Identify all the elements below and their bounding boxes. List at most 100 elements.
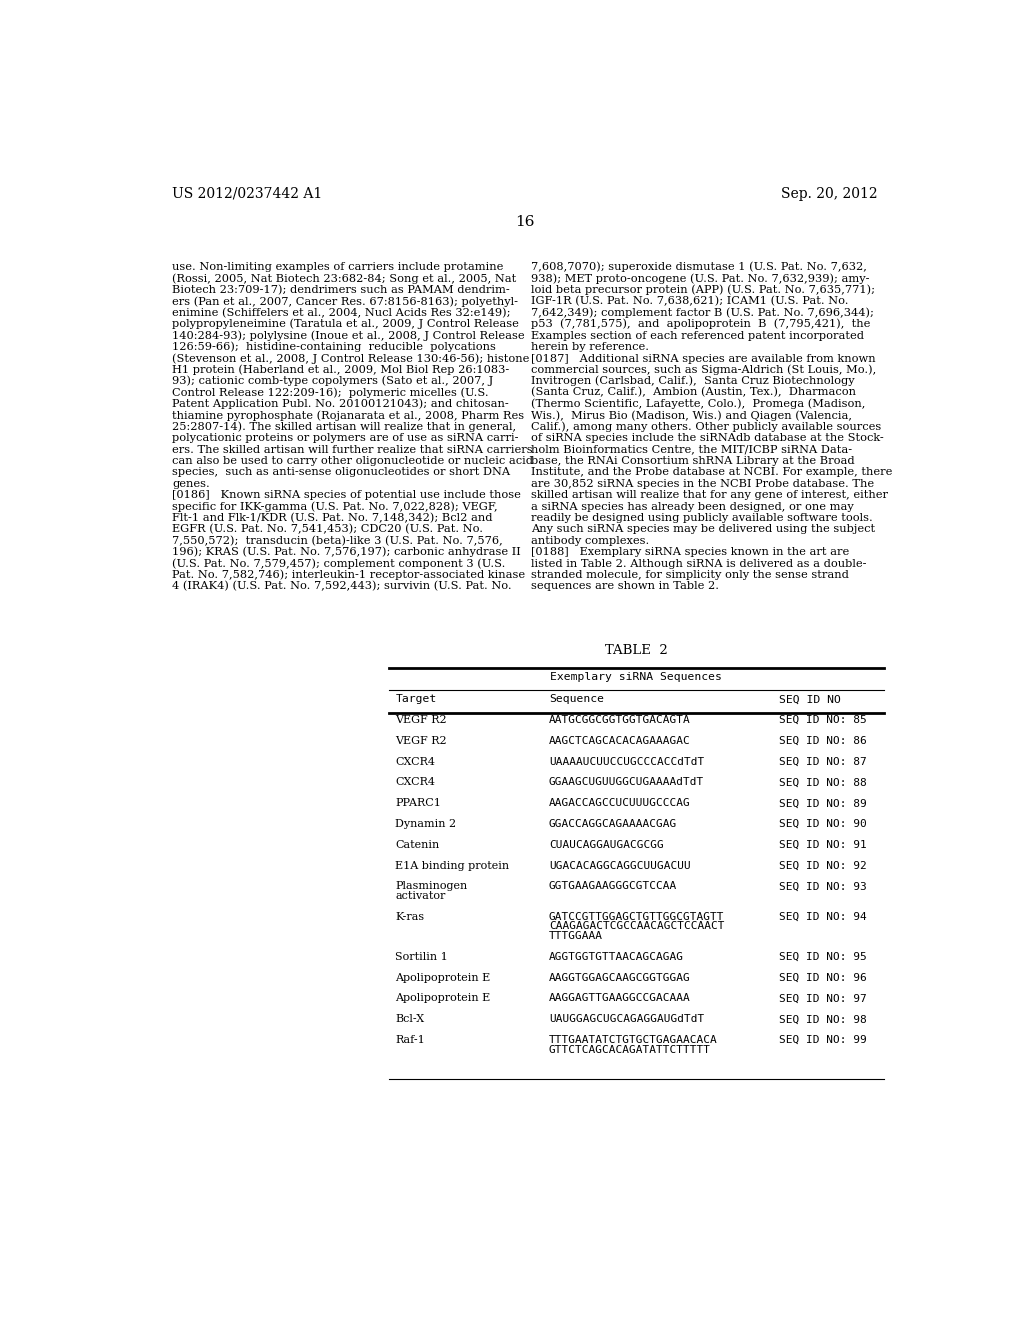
Text: readily be designed using publicly available software tools.: readily be designed using publicly avail… xyxy=(531,513,872,523)
Text: US 2012/0237442 A1: US 2012/0237442 A1 xyxy=(172,186,323,201)
Text: 16: 16 xyxy=(515,215,535,230)
Text: AAGGTGGAGCAAGCGGTGGAG: AAGGTGGAGCAAGCGGTGGAG xyxy=(549,973,690,982)
Text: specific for IKK-gamma (U.S. Pat. No. 7,022,828); VEGF,: specific for IKK-gamma (U.S. Pat. No. 7,… xyxy=(172,502,498,512)
Text: VEGF R2: VEGF R2 xyxy=(395,715,447,725)
Text: Control Release 122:209-16);  polymeric micelles (U.S.: Control Release 122:209-16); polymeric m… xyxy=(172,387,488,397)
Text: GGACCAGGCAGAAAACGAG: GGACCAGGCAGAAAACGAG xyxy=(549,820,677,829)
Text: SEQ ID NO: 92: SEQ ID NO: 92 xyxy=(779,861,866,871)
Text: Pat. No. 7,582,746); interleukin-1 receptor-associated kinase: Pat. No. 7,582,746); interleukin-1 recep… xyxy=(172,569,525,579)
Text: (Thermo Scientific, Lafayette, Colo.),  Promega (Madison,: (Thermo Scientific, Lafayette, Colo.), P… xyxy=(531,399,865,409)
Text: [0188]   Exemplary siRNA species known in the art are: [0188] Exemplary siRNA species known in … xyxy=(531,548,849,557)
Text: [0187]   Additional siRNA species are available from known: [0187] Additional siRNA species are avai… xyxy=(531,354,876,363)
Text: 938); MET proto-oncogene (U.S. Pat. No. 7,632,939); amy-: 938); MET proto-oncogene (U.S. Pat. No. … xyxy=(531,273,869,284)
Text: IGF-1R (U.S. Pat. No. 7,638,621); ICAM1 (U.S. Pat. No.: IGF-1R (U.S. Pat. No. 7,638,621); ICAM1 … xyxy=(531,296,849,306)
Text: 93); cationic comb-type copolymers (Sato et al., 2007, J: 93); cationic comb-type copolymers (Sato… xyxy=(172,376,494,387)
Text: UAUGGAGCUGCAGAGGAUGdTdT: UAUGGAGCUGCAGAGGAUGdTdT xyxy=(549,1014,705,1024)
Text: holm Bioinformatics Centre, the MIT/ICBP siRNA Data-: holm Bioinformatics Centre, the MIT/ICBP… xyxy=(531,445,852,454)
Text: CXCR4: CXCR4 xyxy=(395,756,435,767)
Text: TABLE  2: TABLE 2 xyxy=(605,644,668,657)
Text: SEQ ID NO: 91: SEQ ID NO: 91 xyxy=(779,840,866,850)
Text: EGFR (U.S. Pat. No. 7,541,453); CDC20 (U.S. Pat. No.: EGFR (U.S. Pat. No. 7,541,453); CDC20 (U… xyxy=(172,524,483,535)
Text: loid beta precursor protein (APP) (U.S. Pat. No. 7,635,771);: loid beta precursor protein (APP) (U.S. … xyxy=(531,285,874,296)
Text: Sequence: Sequence xyxy=(549,694,604,705)
Text: ers. The skilled artisan will further realize that siRNA carriers: ers. The skilled artisan will further re… xyxy=(172,445,532,454)
Text: Catenin: Catenin xyxy=(395,840,439,850)
Text: 126:59-66);  histidine-containing  reducible  polycations: 126:59-66); histidine-containing reducib… xyxy=(172,342,496,352)
Text: sequences are shown in Table 2.: sequences are shown in Table 2. xyxy=(531,581,719,591)
Text: TTTGGAAA: TTTGGAAA xyxy=(549,931,603,941)
Text: Raf-1: Raf-1 xyxy=(395,1035,425,1045)
Text: (Stevenson et al., 2008, J Control Release 130:46-56); histone: (Stevenson et al., 2008, J Control Relea… xyxy=(172,352,529,363)
Text: SEQ ID NO: SEQ ID NO xyxy=(779,694,841,705)
Text: stranded molecule, for simplicity only the sense strand: stranded molecule, for simplicity only t… xyxy=(531,570,849,579)
Text: Dynamin 2: Dynamin 2 xyxy=(395,820,457,829)
Text: SEQ ID NO: 88: SEQ ID NO: 88 xyxy=(779,777,866,788)
Text: CUAUCAGGAUGACGCGG: CUAUCAGGAUGACGCGG xyxy=(549,840,664,850)
Text: AATGCGGCGGTGGTGACAGTA: AATGCGGCGGTGGTGACAGTA xyxy=(549,715,690,725)
Text: 7,608,7070); superoxide dismutase 1 (U.S. Pat. No. 7,632,: 7,608,7070); superoxide dismutase 1 (U.S… xyxy=(531,261,867,272)
Text: GATCCGTTGGAGCTGTTGGCGTAGTT: GATCCGTTGGAGCTGTTGGCGTAGTT xyxy=(549,912,724,921)
Text: Sep. 20, 2012: Sep. 20, 2012 xyxy=(781,186,878,201)
Text: (Santa Cruz, Calif.),  Ambion (Austin, Tex.),  Dharmacon: (Santa Cruz, Calif.), Ambion (Austin, Te… xyxy=(531,387,856,397)
Text: TTTGAATATCTGTGCTGAGAACACA: TTTGAATATCTGTGCTGAGAACACA xyxy=(549,1035,718,1045)
Text: base, the RNAi Consortium shRNA Library at the Broad: base, the RNAi Consortium shRNA Library … xyxy=(531,457,855,466)
Text: SEQ ID NO: 93: SEQ ID NO: 93 xyxy=(779,882,866,891)
Text: species,  such as anti-sense oligonucleotides or short DNA: species, such as anti-sense oligonucleot… xyxy=(172,467,510,478)
Text: SEQ ID NO: 96: SEQ ID NO: 96 xyxy=(779,973,866,982)
Text: are 30,852 siRNA species in the NCBI Probe database. The: are 30,852 siRNA species in the NCBI Pro… xyxy=(531,479,874,488)
Text: Examples section of each referenced patent incorporated: Examples section of each referenced pate… xyxy=(531,331,864,341)
Text: (Rossi, 2005, Nat Biotech 23:682-84; Song et al., 2005, Nat: (Rossi, 2005, Nat Biotech 23:682-84; Son… xyxy=(172,273,516,284)
Text: p53  (7,781,575),  and  apolipoprotein  B  (7,795,421),  the: p53 (7,781,575), and apolipoprotein B (7… xyxy=(531,318,870,330)
Text: SEQ ID NO: 99: SEQ ID NO: 99 xyxy=(779,1035,866,1045)
Text: SEQ ID NO: 94: SEQ ID NO: 94 xyxy=(779,912,866,921)
Text: commercial sources, such as Sigma-Aldrich (St Louis, Mo.),: commercial sources, such as Sigma-Aldric… xyxy=(531,364,877,375)
Text: GGAAGCUGUUGGCUGAAAAdTdT: GGAAGCUGUUGGCUGAAAAdTdT xyxy=(549,777,705,788)
Text: AAGACCAGCCUCUUUGCCCAG: AAGACCAGCCUCUUUGCCCAG xyxy=(549,799,690,808)
Text: thiamine pyrophosphate (Rojanarata et al., 2008, Pharm Res: thiamine pyrophosphate (Rojanarata et al… xyxy=(172,411,524,421)
Text: Biotech 23:709-17); dendrimers such as PAMAM dendrim-: Biotech 23:709-17); dendrimers such as P… xyxy=(172,285,510,296)
Text: activator: activator xyxy=(395,891,445,902)
Text: Calif.), among many others. Other publicly available sources: Calif.), among many others. Other public… xyxy=(531,421,882,432)
Text: UGACACAGGCAGGCUUGACUU: UGACACAGGCAGGCUUGACUU xyxy=(549,861,690,871)
Text: SEQ ID NO: 89: SEQ ID NO: 89 xyxy=(779,799,866,808)
Text: 196); KRAS (U.S. Pat. No. 7,576,197); carbonic anhydrase II: 196); KRAS (U.S. Pat. No. 7,576,197); ca… xyxy=(172,546,521,557)
Text: SEQ ID NO: 85: SEQ ID NO: 85 xyxy=(779,715,866,725)
Text: GGTGAAGAAGGGCGTCCAA: GGTGAAGAAGGGCGTCCAA xyxy=(549,882,677,891)
Text: Sortilin 1: Sortilin 1 xyxy=(395,952,449,962)
Text: 7,642,349); complement factor B (U.S. Pat. No. 7,696,344);: 7,642,349); complement factor B (U.S. Pa… xyxy=(531,308,873,318)
Text: can also be used to carry other oligonucleotide or nucleic acid: can also be used to carry other oligonuc… xyxy=(172,457,534,466)
Text: use. Non-limiting examples of carriers include protamine: use. Non-limiting examples of carriers i… xyxy=(172,263,504,272)
Text: genes.: genes. xyxy=(172,479,210,488)
Text: SEQ ID NO: 86: SEQ ID NO: 86 xyxy=(779,737,866,746)
Text: skilled artisan will realize that for any gene of interest, either: skilled artisan will realize that for an… xyxy=(531,490,888,500)
Text: CXCR4: CXCR4 xyxy=(395,777,435,788)
Text: PPARC1: PPARC1 xyxy=(395,799,441,808)
Text: SEQ ID NO: 90: SEQ ID NO: 90 xyxy=(779,820,866,829)
Text: Any such siRNA species may be delivered using the subject: Any such siRNA species may be delivered … xyxy=(531,524,876,535)
Text: Exemplary siRNA Sequences: Exemplary siRNA Sequences xyxy=(551,672,722,682)
Text: (U.S. Pat. No. 7,579,457); complement component 3 (U.S.: (U.S. Pat. No. 7,579,457); complement co… xyxy=(172,558,506,569)
Text: [0186]   Known siRNA species of potential use include those: [0186] Known siRNA species of potential … xyxy=(172,490,521,500)
Text: VEGF R2: VEGF R2 xyxy=(395,737,447,746)
Text: 140:284-93); polylysine (Inoue et al., 2008, J Control Release: 140:284-93); polylysine (Inoue et al., 2… xyxy=(172,330,524,341)
Text: Plasminogen: Plasminogen xyxy=(395,882,468,891)
Text: listed in Table 2. Although siRNA is delivered as a double-: listed in Table 2. Although siRNA is del… xyxy=(531,558,866,569)
Text: 25:2807-14). The skilled artisan will realize that in general,: 25:2807-14). The skilled artisan will re… xyxy=(172,421,516,432)
Text: Wis.),  Mirus Bio (Madison, Wis.) and Qiagen (Valencia,: Wis.), Mirus Bio (Madison, Wis.) and Qia… xyxy=(531,411,852,421)
Text: Apolipoprotein E: Apolipoprotein E xyxy=(395,973,490,982)
Text: polycationic proteins or polymers are of use as siRNA carri-: polycationic proteins or polymers are of… xyxy=(172,433,519,444)
Text: AAGCTCAGCACACAGAAAGAC: AAGCTCAGCACACAGAAAGAC xyxy=(549,737,690,746)
Text: ers (Pan et al., 2007, Cancer Res. 67:8156-8163); polyethyl-: ers (Pan et al., 2007, Cancer Res. 67:81… xyxy=(172,296,518,306)
Text: 4 (IRAK4) (U.S. Pat. No. 7,592,443); survivin (U.S. Pat. No.: 4 (IRAK4) (U.S. Pat. No. 7,592,443); sur… xyxy=(172,581,512,591)
Text: H1 protein (Haberland et al., 2009, Mol Biol Rep 26:1083-: H1 protein (Haberland et al., 2009, Mol … xyxy=(172,364,509,375)
Text: Target: Target xyxy=(395,694,436,705)
Text: polypropyleneimine (Taratula et al., 2009, J Control Release: polypropyleneimine (Taratula et al., 200… xyxy=(172,318,519,330)
Text: Flt-1 and Flk-1/KDR (U.S. Pat. No. 7,148,342); Bcl2 and: Flt-1 and Flk-1/KDR (U.S. Pat. No. 7,148… xyxy=(172,512,493,523)
Text: antibody complexes.: antibody complexes. xyxy=(531,536,649,546)
Text: SEQ ID NO: 87: SEQ ID NO: 87 xyxy=(779,756,866,767)
Text: enimine (Schiffelers et al., 2004, Nucl Acids Res 32:e149);: enimine (Schiffelers et al., 2004, Nucl … xyxy=(172,308,511,318)
Text: Institute, and the Probe database at NCBI. For example, there: Institute, and the Probe database at NCB… xyxy=(531,467,892,478)
Text: SEQ ID NO: 97: SEQ ID NO: 97 xyxy=(779,994,866,1003)
Text: UAAAAUCUUCCUGCCCACCdTdT: UAAAAUCUUCCUGCCCACCdTdT xyxy=(549,756,705,767)
Text: Invitrogen (Carlsbad, Calif.),  Santa Cruz Biotechnology: Invitrogen (Carlsbad, Calif.), Santa Cru… xyxy=(531,376,855,387)
